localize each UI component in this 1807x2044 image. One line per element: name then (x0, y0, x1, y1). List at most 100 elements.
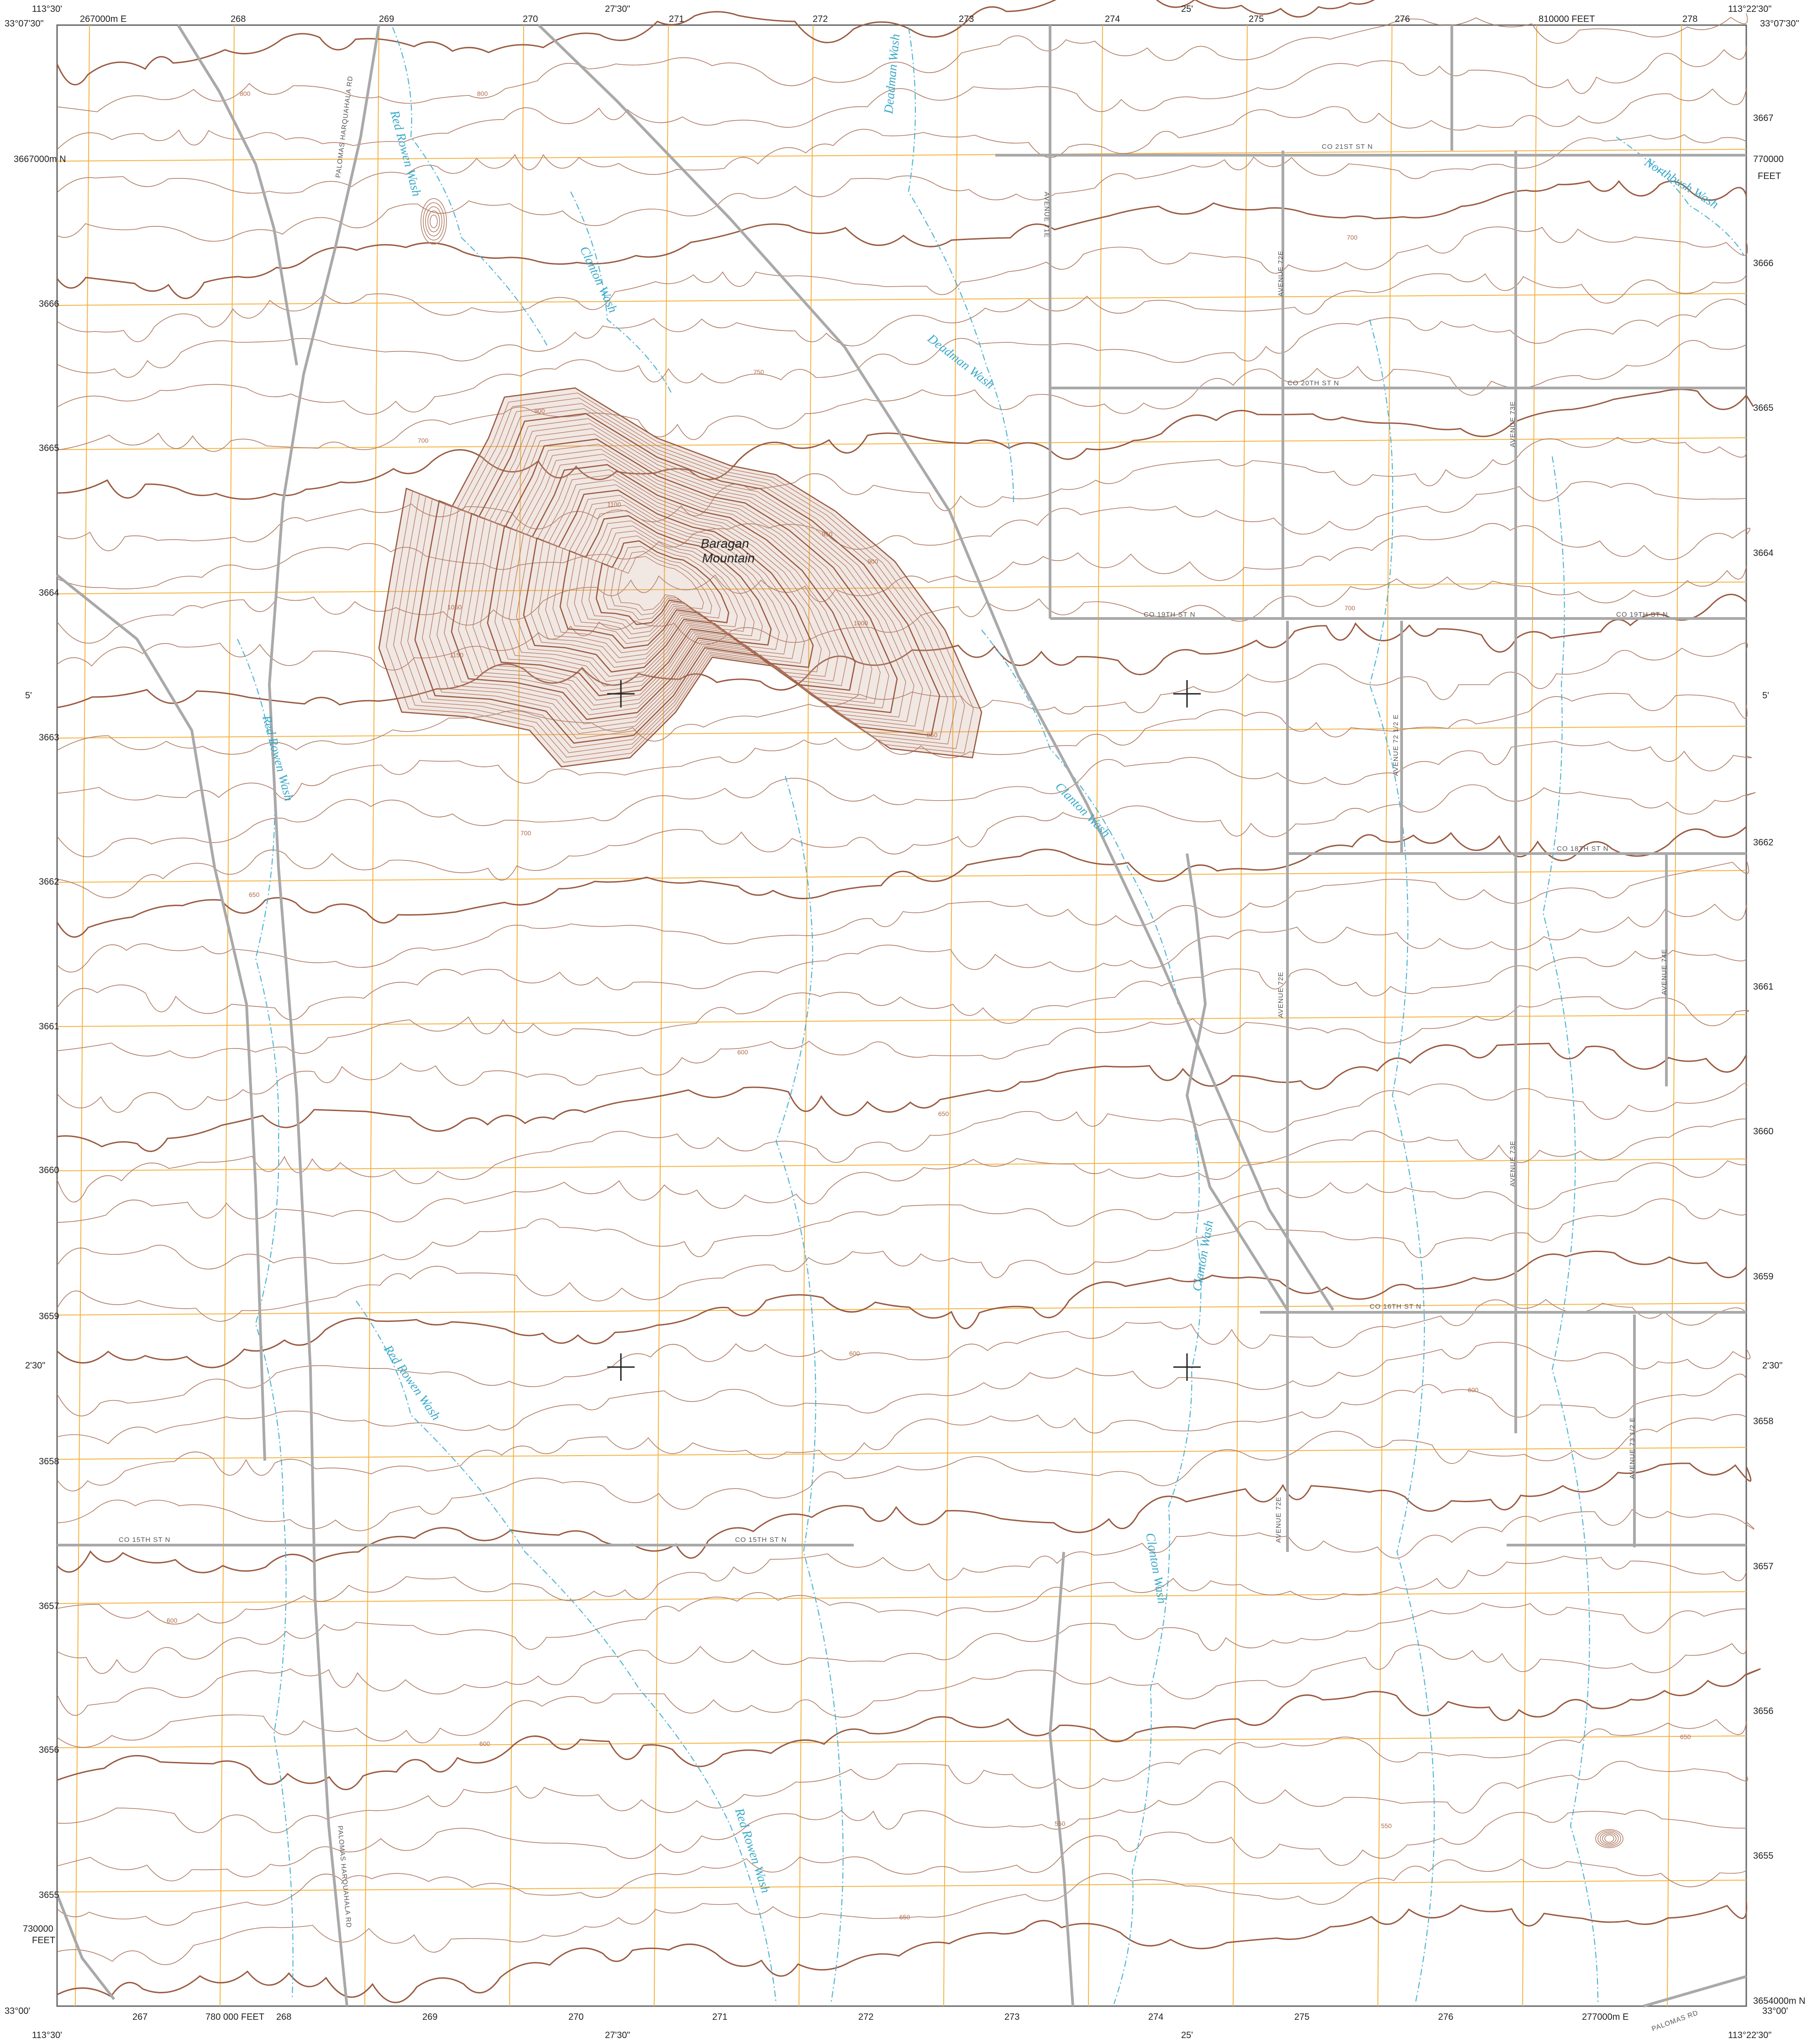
elevation-label: 650 (938, 1110, 949, 1117)
knob-contour (1597, 1830, 1621, 1847)
corner-lat-top-left: 33°07'30" (5, 19, 44, 29)
wash-line (775, 776, 844, 2004)
tick-label: 5' (25, 691, 32, 701)
tick-label: 2'30" (25, 1361, 45, 1371)
contour-line (57, 1761, 1748, 1882)
mountain-contour (393, 398, 965, 758)
contour-line (57, 1901, 1748, 2003)
road-label: CO 20TH ST N (1287, 379, 1339, 387)
mountain-contour (545, 505, 788, 658)
corner-lon-top-right: 113°22'30" (1728, 4, 1771, 14)
mountain-contour (559, 515, 772, 649)
elevation-label: 550 (1381, 1822, 1392, 1829)
tick-label: 3657 (1753, 1562, 1774, 1572)
elevation-label: 900 (534, 407, 545, 414)
contour-line (57, 437, 1747, 551)
tick-label: 267000m E (80, 14, 126, 24)
contour-line (57, 741, 1752, 857)
top-tick-labels: 267000m E 268 269 270 27'30" 271 272 273… (80, 4, 1697, 24)
washes (237, 27, 1744, 2004)
road-label: CO 16TH ST N (1370, 1303, 1421, 1310)
tick-label: 272 (813, 14, 828, 24)
mountain-contour (567, 520, 763, 644)
contour-line (57, 642, 1748, 755)
tick-label: 3661 (1753, 982, 1774, 992)
knob-contour (423, 202, 445, 241)
corner-lon-top-left: 113°30' (32, 4, 62, 14)
tick-label: FEET (1758, 171, 1781, 181)
grid-line (57, 1158, 1747, 1171)
place-name-mountain: Mountain (702, 551, 755, 565)
elevation-label: 600 (479, 1740, 490, 1747)
grid-line (798, 25, 814, 2007)
contour-line (57, 593, 1747, 708)
contour-line (57, 1509, 1754, 1625)
grid-line (1088, 25, 1103, 2007)
mountain-contour (386, 393, 974, 763)
crosshair-marks (607, 680, 1201, 1381)
tick-label: 27'30" (605, 4, 630, 14)
tick-label: 278 (1682, 14, 1697, 24)
corner-lat-bottom-right: 33°00' (1762, 2006, 1788, 2016)
bottom-tick-labels: 267 780 000 FEET 268 269 270 27'30" 271 … (132, 2012, 1628, 2040)
grid-line (57, 1880, 1747, 1892)
road-label: AVENUE 72E (1275, 1497, 1282, 1543)
road-line (1186, 853, 1289, 1311)
grid-line (1377, 25, 1392, 2007)
corner-lon-bottom-left: 113°30' (32, 2030, 62, 2040)
right-tick-labels: 3667 770000 FEET 3666 3665 3664 5' 3662 … (1753, 113, 1806, 2006)
road-label: AVENUE 74E (1660, 949, 1668, 995)
tick-label: 269 (422, 2012, 437, 2022)
road-line (268, 25, 380, 2007)
contour-line (57, 1299, 1747, 1416)
contour-line (57, 13, 1748, 112)
wash-line (570, 191, 672, 393)
grid-line (943, 25, 958, 2007)
baragan-mountain-relief (378, 198, 1623, 1848)
grid-line (57, 1735, 1747, 1748)
mountain-contour (487, 464, 856, 697)
tick-label: 3664 (1753, 548, 1774, 558)
mountain-contour (444, 434, 906, 724)
road-label: AVENUE 72E (1277, 251, 1285, 297)
mountain-contour (523, 489, 814, 673)
knob-contour (420, 198, 447, 245)
tick-label: 268 (231, 14, 246, 24)
tick-label: 3658 (1753, 1416, 1774, 1426)
wash-line (1369, 319, 1435, 2004)
tick-label: 273 (1004, 2012, 1019, 2022)
contour-line (57, 523, 1751, 644)
mountain-contour (494, 469, 847, 692)
tick-label: 3665 (1753, 403, 1774, 413)
tick-label: 3654000m N (1753, 1996, 1806, 2006)
mountain-contour (610, 551, 712, 615)
mountain-contour (422, 418, 931, 739)
left-tick-labels: 3667000m N 3666 3665 3664 5' 3663 3662 3… (14, 154, 66, 1945)
road-label: CO 19TH ST N (1144, 611, 1195, 618)
wash-line (908, 27, 1014, 503)
tick-label: 270 (523, 14, 538, 24)
tick-label: 277000m E (1582, 2012, 1628, 2022)
wash-line (1542, 456, 1599, 2004)
contour-line (57, 860, 1749, 973)
mountain-contour (414, 413, 940, 744)
corner-labels: 113°30' 33°07'30" 113°22'30" 33°07'30" 1… (5, 4, 1799, 2040)
grid-line (57, 437, 1747, 450)
mountain-contour (436, 428, 914, 729)
tick-label: FEET (32, 1935, 55, 1945)
contour-line (57, 1719, 1747, 1833)
contour-line (56, 826, 1747, 938)
contour-line (56, 0, 1375, 86)
tick-label: 25' (1181, 4, 1193, 14)
elevation-label: 700 (520, 829, 531, 837)
tick-label: 276 (1438, 2012, 1453, 2022)
mountain-contour (538, 500, 797, 663)
elevation-label: 600 (849, 1350, 860, 1357)
tick-label: 770000 (1753, 154, 1784, 164)
tick-label: 730000 (23, 1924, 53, 1934)
road-label: AVENUE 71E (1043, 192, 1051, 238)
grid-line (57, 149, 1747, 162)
elevation-label: 1050 (447, 603, 462, 611)
mountain-contour (400, 403, 957, 753)
road-label: AVENUE 72E (1277, 972, 1285, 1018)
